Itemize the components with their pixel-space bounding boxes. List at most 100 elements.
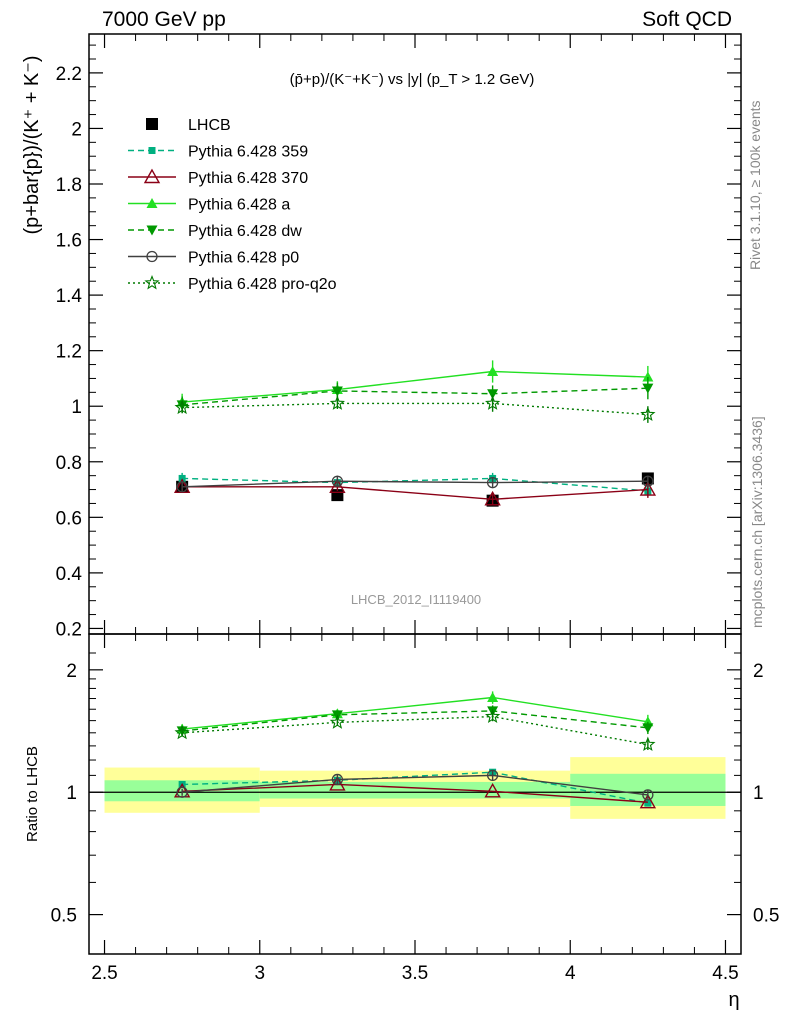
main-data-point <box>331 386 343 397</box>
main-series-pa <box>176 360 654 411</box>
ratio-series-line <box>182 715 648 746</box>
main-data-point <box>329 478 346 493</box>
main-series-pq2o <box>174 395 656 423</box>
main-data-point <box>642 371 654 382</box>
ratio-data-point <box>484 782 501 798</box>
main-y-tick-label: 0.6 <box>56 508 82 529</box>
main-y-tick-label: 1.8 <box>56 175 82 196</box>
main-series-group <box>173 360 657 507</box>
legend-label: Pythia 6.428 359 <box>188 144 308 161</box>
ratio-data-point <box>644 799 652 807</box>
main-data-point <box>174 399 190 415</box>
main-plot-frame <box>88 33 742 635</box>
ratio-series-line <box>182 771 648 804</box>
main-data-point <box>487 366 499 376</box>
main-series-line <box>182 402 648 416</box>
main-y-tick-label: 1 <box>71 397 82 418</box>
legend-marker <box>144 274 160 290</box>
legend-label: Pythia 6.428 p0 <box>188 250 299 267</box>
ratio-data-point <box>487 691 499 702</box>
legend-item-p359: Pythia 6.428 359 <box>128 144 308 161</box>
main-series-p370 <box>173 478 657 506</box>
ratio-data-point <box>174 724 190 740</box>
legend-label: Pythia 6.428 pro-q2o <box>188 276 337 293</box>
legend-item-pdw: Pythia 6.428 dw <box>128 223 302 240</box>
mcplots-reference-label: mcplots.cern.ch [arXiv:1306.3436] <box>749 416 765 628</box>
main-data-point <box>640 406 656 422</box>
main-y-tick-label: 2 <box>71 119 82 140</box>
legend-label: Pythia 6.428 a <box>188 197 290 214</box>
main-data-point <box>329 395 346 410</box>
main-data-point <box>176 481 188 493</box>
legend-item-pa: Pythia 6.428 a <box>128 197 290 214</box>
main-series-line <box>182 387 648 406</box>
ratio-series-line <box>182 696 648 730</box>
ratio-series-line <box>182 783 648 803</box>
ratio-series-pdw <box>176 705 654 737</box>
ratio-y-axis-label: Ratio to LHCB <box>24 746 41 842</box>
legend-item-pp0: Pythia 6.428 p0 <box>128 250 299 267</box>
ratio-data-point <box>329 714 346 729</box>
legend-marker <box>146 225 158 236</box>
legend-item-lhcb: LHCB <box>146 117 231 134</box>
header-right-label: Soft QCD <box>642 8 732 31</box>
main-y-axis: 0.2 0.4 0.6 0.8 1 1.2 1.4 1.6 1.8 2 2.2 <box>56 44 741 640</box>
main-y-tick-label: 0.8 <box>56 453 82 474</box>
ratio-series-line <box>182 710 648 732</box>
ratio-y-tick-label-right: 0.5 <box>753 906 779 927</box>
main-data-point <box>486 476 499 489</box>
legend-marker <box>143 168 161 184</box>
main-data-point <box>484 395 501 410</box>
header-left-label: 7000 GeV pp <box>102 8 226 31</box>
legend-item-pq2o: Pythia 6.428 pro-q2o <box>128 274 337 293</box>
ratio-data-point <box>640 736 656 752</box>
analysis-watermark: LHCB_2012_I1119400 <box>351 592 481 607</box>
main-y-tick-label: 1.4 <box>56 286 83 307</box>
ratio-series-pp0 <box>176 769 654 801</box>
main-data-point <box>639 481 657 496</box>
ratio-series-line <box>182 774 648 796</box>
main-series-pp0 <box>176 475 654 493</box>
main-series-line <box>182 477 648 492</box>
legend-marker <box>146 118 158 130</box>
ratio-data-point <box>331 773 344 786</box>
main-data-point <box>642 475 654 487</box>
ratio-data-point <box>642 789 654 801</box>
ratio-y-tick-label: 2 <box>66 661 77 682</box>
x-tick-label: 2.5 <box>91 963 117 984</box>
ratio-series-group <box>173 691 657 809</box>
legend-label: Pythia 6.428 370 <box>188 170 308 187</box>
legend-label: LHCB <box>188 117 231 134</box>
x-tick-label: 4 <box>565 963 576 984</box>
legend-item-p370: Pythia 6.428 370 <box>128 168 308 187</box>
ratio-y-tick-label-right: 1 <box>753 783 764 804</box>
legend: LHCB Pythia 6.428 359 Pythia 6.428 370 Pyth… <box>128 117 337 293</box>
main-series-line <box>182 480 648 488</box>
main-series-pdw <box>176 377 654 414</box>
rivet-version-label: Rivet 3.1.10, ≥ 100k events <box>747 100 763 270</box>
main-y-tick-label: 1.6 <box>56 231 82 252</box>
main-data-point <box>642 383 654 394</box>
main-y-tick-label: 1.2 <box>56 342 82 363</box>
x-tick-label: 3.5 <box>402 963 428 984</box>
main-series-line <box>182 486 648 500</box>
ratio-data-point <box>486 769 499 782</box>
ratio-y-axis: 0.5 0.5 1 1 2 2 <box>51 652 779 927</box>
ratio-data-point <box>639 793 657 809</box>
x-axis: 2.5 3 3.5 4 4.5 <box>91 34 739 984</box>
main-series-lhcb <box>176 472 654 507</box>
ratio-data-point <box>176 786 188 798</box>
x-axis-label: η <box>728 989 739 1011</box>
main-y-tick-label: 0.4 <box>56 564 83 585</box>
ratio-uncertainty-bands <box>104 757 726 819</box>
main-plot-title: (p̄+p)/(K⁻+K⁻) vs |y| (p_T > 1.2 GeV) <box>290 71 535 88</box>
main-series-line <box>182 370 648 403</box>
main-data-point <box>331 475 344 487</box>
legend-label: Pythia 6.428 dw <box>188 223 302 240</box>
ratio-data-point <box>484 708 501 724</box>
ratio-y-tick-label-right: 2 <box>753 661 764 682</box>
ratio-y-tick-label: 1 <box>66 783 77 804</box>
x-tick-label: 3 <box>254 963 265 984</box>
x-tick-label: 4.5 <box>712 963 738 984</box>
